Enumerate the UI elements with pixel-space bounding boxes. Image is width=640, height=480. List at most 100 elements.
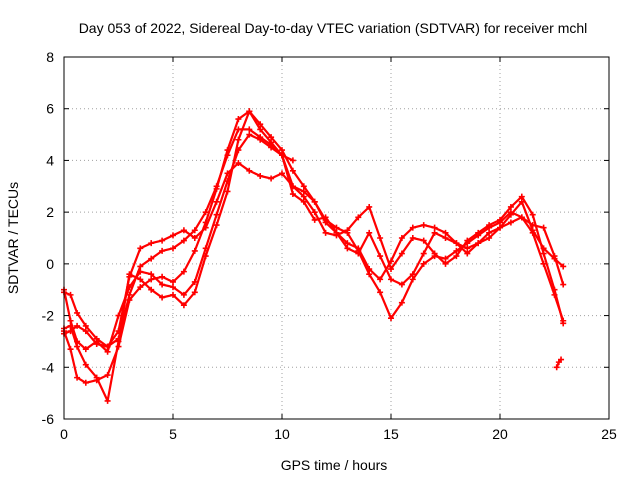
grid [64,57,609,419]
data-point [202,245,209,252]
data-point [540,260,547,267]
data-point [475,240,482,247]
data-point [170,278,176,285]
data-point [529,229,536,236]
data-point [74,309,81,316]
data-point [464,245,471,252]
data-point [82,328,89,335]
data-point [213,222,220,229]
data-point [453,240,460,247]
data-point [279,147,285,154]
data-point [170,245,176,252]
series-line [62,110,565,402]
data-point [431,224,438,231]
data-point [322,214,329,221]
data-point [377,289,384,296]
data-point [398,299,405,306]
data-point [104,372,111,379]
data-point [507,203,514,210]
data-point [191,278,198,285]
data-point [322,229,329,236]
data-point [344,245,351,252]
data-point [159,294,166,301]
x-tick-label: 5 [169,426,177,442]
data-point [224,188,231,195]
data-point [289,167,296,174]
series-line [62,133,565,353]
data-point [159,281,166,288]
data-point [213,198,220,205]
y-tick-label: -4 [42,359,55,375]
data-point [377,235,384,241]
data-point [431,229,438,236]
data-point [148,286,155,293]
data-point [82,322,89,329]
data-point [74,338,81,345]
data-point [268,144,275,151]
data-point [148,271,155,278]
x-axis-label: GPS time / hours [281,457,388,473]
data-point [553,364,560,371]
data-point [518,214,525,221]
data-point [180,302,187,309]
data-point [409,271,416,278]
data-point [551,291,558,298]
data-point [137,284,144,291]
data-point [486,229,493,236]
data-point [355,214,362,221]
data-point [246,126,253,133]
data-point [246,167,253,174]
data-point [442,255,449,262]
y-tick-label: 2 [46,204,54,220]
data-point [93,374,100,381]
series-trace-1 [61,108,296,386]
data-point [388,276,394,283]
data-point [82,379,89,386]
data-point [398,235,405,241]
data-point [529,211,536,218]
y-tick-label: 4 [46,152,54,168]
data-point [507,219,514,226]
data-point [137,263,144,270]
series-trace-5 [61,131,567,355]
data-point [235,126,242,133]
data-point [529,222,536,229]
data-point [300,193,307,200]
data-point [82,346,89,353]
data-point [540,250,547,257]
series-trace-6 [553,356,565,371]
data-point [300,188,307,195]
data-point [311,198,318,205]
data-point [213,183,220,190]
series-trace-4 [61,108,567,404]
data-point [159,273,166,280]
data-point [398,281,405,288]
data-point [409,224,416,231]
data-point [257,136,264,143]
data-point [224,152,231,159]
data-point [486,224,493,231]
data-point [398,250,405,257]
data-point [507,209,514,216]
data-point [442,235,449,241]
data-point [202,224,209,231]
data-point [366,203,373,210]
data-point [180,227,187,234]
x-tick-label: 10 [274,426,290,442]
data-point [115,312,122,319]
data-point [159,237,166,244]
x-tick-label: 25 [601,426,617,442]
y-tick-label: -6 [42,411,55,427]
data-point [257,121,264,128]
data-point [333,229,340,236]
data-point [268,134,275,141]
chart-title: Day 053 of 2022, Sidereal Day-to-day VTE… [79,20,588,36]
data-point [388,315,394,322]
data-point [300,198,307,205]
data-point [540,224,547,231]
data-point [486,235,493,241]
data-point [420,250,427,257]
data-point [453,253,460,260]
data-point [257,126,264,133]
data-point [268,175,275,182]
